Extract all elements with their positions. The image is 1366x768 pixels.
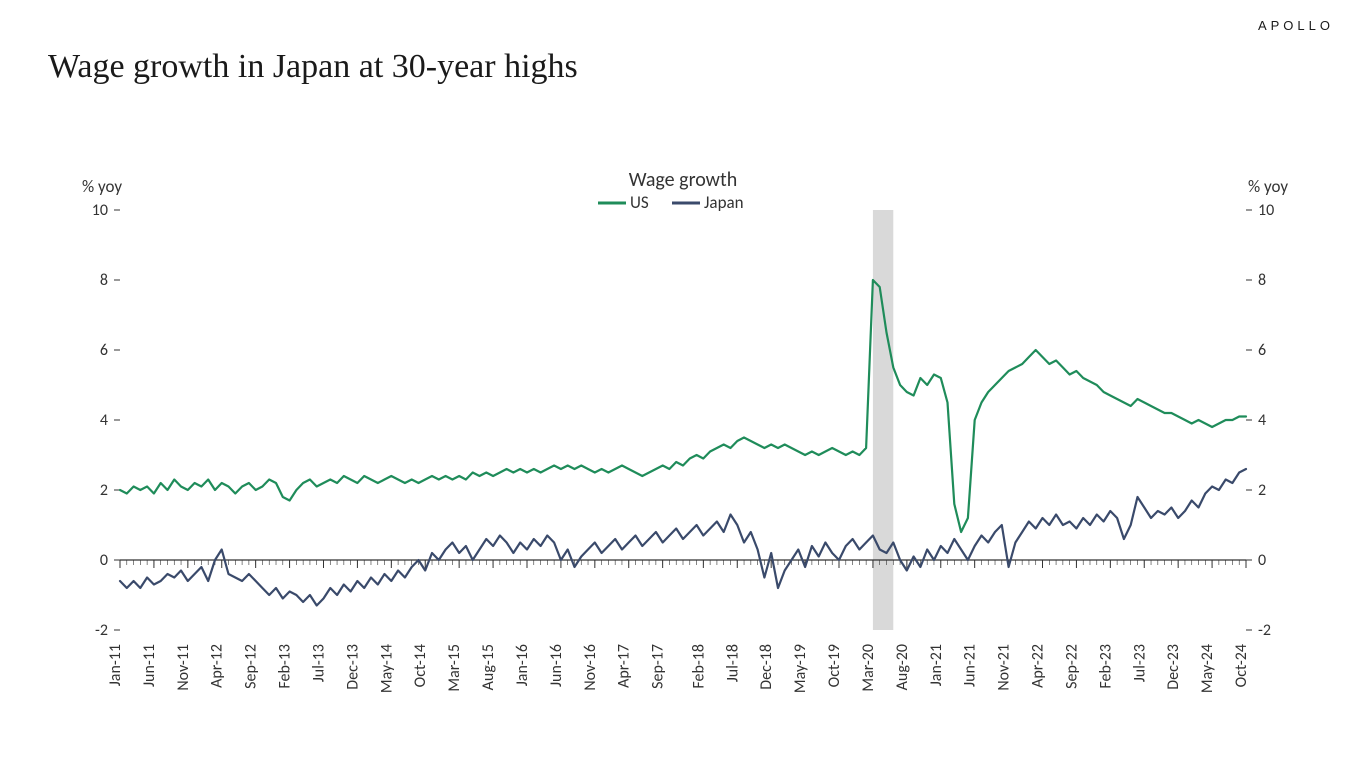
y-tick-left: 10 [92,201,108,220]
y-tick-left: 0 [100,551,108,570]
page-title: Wage growth in Japan at 30-year highs [48,48,578,86]
y-tick-right: 0 [1258,551,1266,570]
x-tick-label: Jul-13 [309,644,328,682]
legend-label: US [630,192,649,213]
y-axis-label-left: % yoy [82,176,122,197]
y-tick-left: 4 [100,411,108,430]
x-tick-label: Mar-20 [859,644,878,692]
y-tick-right: 6 [1258,341,1266,360]
x-tick-label: May-19 [791,644,810,693]
x-tick-label: Aug-20 [893,644,912,690]
x-tick-label: Nov-11 [174,644,193,691]
x-tick-label: Jun-11 [140,644,159,687]
x-tick-label: Jun-21 [961,644,980,687]
x-tick-label: Apr-17 [615,644,634,688]
x-tick-label: Nov-21 [995,644,1014,691]
x-tick-label: May-14 [377,644,396,693]
y-tick-right: -2 [1258,621,1271,640]
y-tick-left: 2 [100,481,108,500]
x-tick-label: Dec-23 [1164,644,1183,690]
x-tick-label: Sep-17 [649,644,668,689]
x-tick-label: Nov-16 [581,644,600,691]
series-japan [120,469,1246,606]
legend-label: Japan [704,192,744,213]
series-us [120,280,1246,532]
y-tick-right: 4 [1258,411,1266,430]
x-tick-label: Sep-22 [1062,644,1081,689]
x-tick-label: Apr-22 [1029,644,1048,688]
x-tick-label: Feb-18 [689,644,708,689]
x-tick-label: Jul-18 [723,644,742,682]
y-tick-left: -2 [95,621,108,640]
x-tick-label: Jan-21 [927,644,946,686]
x-tick-label: Oct-24 [1232,644,1251,687]
x-tick-label: Jan-16 [513,644,532,686]
x-tick-label: Jul-23 [1130,644,1149,682]
x-tick-label: Feb-23 [1096,644,1115,689]
x-tick-label: Dec-18 [757,644,776,690]
x-tick-label: May-24 [1198,644,1217,693]
y-tick-right: 2 [1258,481,1266,500]
y-tick-right: 10 [1258,201,1274,220]
y-tick-left: 8 [100,271,108,290]
wage-growth-chart: -2 -2 0 0 2 2 4 4 6 6 8 8 10 10 Jan-11 Jun-11 Nov-11 Apr-… [60,160,1306,720]
brand-logo: APOLLO [1258,18,1334,33]
x-tick-label: Dec-13 [343,644,362,690]
y-axis-label-right: % yoy [1248,176,1288,197]
chart-subtitle: Wage growth [629,168,737,192]
x-tick-label: Apr-12 [208,644,227,688]
x-tick-label: Aug-15 [479,644,498,690]
x-tick-label: Mar-15 [445,644,464,692]
x-tick-label: Oct-19 [825,644,844,687]
x-tick-label: Jun-16 [547,644,566,687]
x-tick-label: Oct-14 [411,644,430,687]
x-tick-label: Sep-12 [242,644,261,689]
x-tick-label: Jan-11 [106,644,125,686]
chart-svg: -2 -2 0 0 2 2 4 4 6 6 8 8 10 10 Jan-11 Jun-11 Nov-11 Apr-… [60,160,1306,720]
y-tick-right: 8 [1258,271,1266,290]
y-tick-left: 6 [100,341,108,360]
x-tick-label: Feb-13 [276,644,295,689]
recession-band [873,210,893,630]
